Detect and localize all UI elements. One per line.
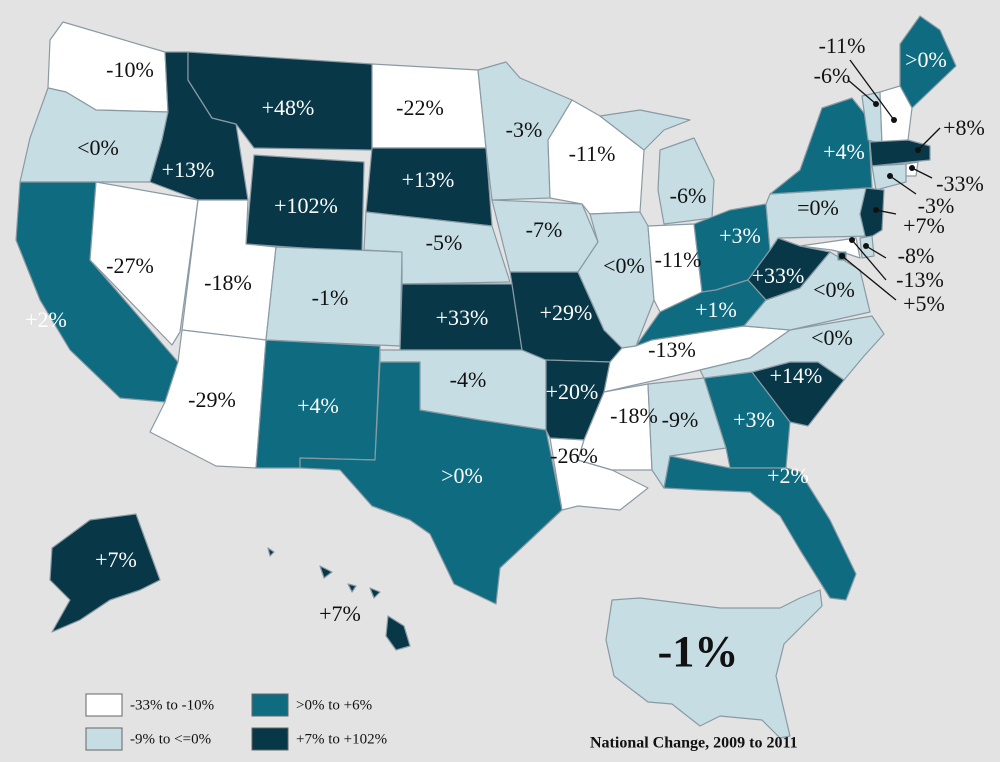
state-label-tx: >0% (441, 463, 483, 488)
state-label-nv: -27% (106, 253, 154, 278)
state-labels: -10% <0% +2% -27% +13% +48% +102% -18% -29% -1% +4… (25, 33, 985, 626)
state-label-ut: -18% (204, 270, 252, 295)
state-label-ne: -5% (426, 230, 463, 255)
state-label-ca: +2% (25, 307, 67, 332)
national-change-value: -1% (658, 627, 739, 676)
state-tx[interactable] (299, 361, 563, 605)
state-label-wy: +102% (274, 193, 338, 218)
state-label-ks: +33% (436, 305, 489, 330)
state-label-wv: +33% (752, 263, 805, 288)
state-hi[interactable] (267, 547, 411, 651)
state-label-vt: -6% (814, 63, 851, 88)
state-ak[interactable] (49, 513, 161, 633)
state-label-me: >0% (905, 47, 947, 72)
state-label-ms: -18% (610, 403, 658, 428)
state-label-md: -13% (896, 267, 944, 292)
legend: -33% to -10% >0% to +6% -9% to <=0% +7% … (85, 693, 387, 751)
state-ma[interactable] (869, 139, 931, 167)
state-label-ri: -33% (936, 171, 984, 196)
state-label-va: <0% (813, 277, 855, 302)
state-label-tn: -13% (648, 337, 696, 362)
legend-label-1: >0% to +6% (296, 697, 372, 713)
state-label-co: -1% (312, 285, 349, 310)
state-label-nj: +7% (903, 213, 945, 238)
state-label-oh: +3% (719, 223, 761, 248)
legend-swatch-3 (251, 727, 289, 751)
legend-swatch-2 (85, 727, 123, 751)
legend-label-0: -33% to -10% (130, 697, 214, 713)
state-label-ct: -3% (918, 193, 955, 218)
footer-caption: National Change, 2009 to 2011 (590, 735, 798, 752)
state-label-ia: -7% (526, 217, 563, 242)
state-label-az: -29% (188, 387, 236, 412)
state-label-wa: -10% (106, 57, 154, 82)
state-label-la: -26% (550, 443, 598, 468)
state-label-nc: <0% (811, 325, 853, 350)
state-label-il: <0% (603, 253, 645, 278)
state-label-nm: +4% (297, 393, 339, 418)
national-inset (605, 589, 823, 739)
legend-swatch-0 (85, 693, 123, 717)
state-label-nd: -22% (396, 95, 444, 120)
state-label-ny: +4% (823, 139, 865, 164)
state-label-ok: -4% (450, 367, 487, 392)
state-label-ma: +8% (943, 115, 985, 140)
state-fl[interactable] (663, 455, 857, 601)
state-label-ga: +3% (733, 407, 775, 432)
state-label-or: <0% (77, 135, 119, 160)
legend-label-2: -9% to <=0% (130, 731, 211, 747)
state-nj[interactable] (859, 187, 885, 241)
state-label-mo: +29% (540, 300, 593, 325)
state-label-mn: -3% (506, 117, 543, 142)
state-label-id: +13% (162, 157, 215, 182)
state-label-hi: +7% (319, 601, 361, 626)
state-label-ky: +1% (695, 297, 737, 322)
national-shape (605, 589, 823, 739)
callout-leaders (839, 59, 941, 301)
state-label-de: -8% (898, 243, 935, 268)
state-nh[interactable] (879, 85, 913, 145)
state-label-wi: -11% (569, 141, 616, 166)
state-nv[interactable] (89, 181, 199, 346)
state-label-fl: +2% (767, 463, 809, 488)
state-label-pa: =0% (797, 195, 839, 220)
legend-label-3: +7% to +102% (296, 731, 387, 747)
state-label-in: -11% (655, 247, 702, 272)
state-label-mi: -6% (670, 183, 707, 208)
state-label-ak: +7% (95, 547, 137, 572)
state-label-sd: +13% (402, 167, 455, 192)
state-label-mt: +48% (262, 95, 315, 120)
legend-swatch-1 (251, 693, 289, 717)
state-label-sc: +14% (770, 363, 823, 388)
states-layer (15, 15, 957, 651)
state-label-dc: +5% (903, 291, 945, 316)
state-nc[interactable] (699, 315, 885, 381)
state-label-al: -9% (662, 407, 699, 432)
state-label-ar: +20% (546, 379, 599, 404)
state-label-nh: -11% (819, 33, 866, 58)
